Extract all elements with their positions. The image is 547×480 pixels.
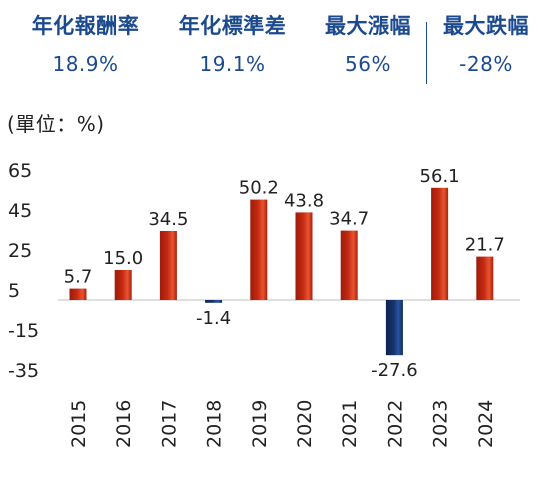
stat-label: 年化報酬率 bbox=[31, 14, 140, 38]
bar-2016 bbox=[114, 270, 132, 300]
data-label: 43.8 bbox=[284, 190, 324, 211]
bar-2018 bbox=[205, 300, 223, 303]
stat-max-gain: 最大漲幅 56% bbox=[313, 10, 423, 76]
y-tick-label: 5 bbox=[8, 280, 20, 302]
y-tick-label: -15 bbox=[8, 320, 39, 342]
x-tick-label: 2017 bbox=[158, 400, 180, 448]
data-label: 15.0 bbox=[103, 248, 143, 269]
stat-value: 56% bbox=[345, 52, 391, 76]
stat-annual-std: 年化標準差 19.1% bbox=[165, 10, 300, 76]
x-tick-label: 2022 bbox=[384, 400, 406, 448]
stat-annual-return: 年化報酬率 18.9% bbox=[18, 10, 153, 76]
x-tick-label: 2020 bbox=[294, 400, 316, 448]
y-tick-label: 45 bbox=[8, 200, 32, 222]
stat-max-loss: 最大跌幅 -28% bbox=[430, 10, 542, 76]
y-tick-label: -35 bbox=[8, 360, 39, 382]
data-label: -1.4 bbox=[196, 308, 231, 329]
stats-divider bbox=[426, 22, 427, 84]
stat-value: 19.1% bbox=[199, 52, 266, 76]
x-tick-label: 2016 bbox=[113, 400, 135, 448]
bar-2019 bbox=[250, 199, 268, 300]
stat-label: 最大漲幅 bbox=[325, 14, 411, 38]
stat-value: -28% bbox=[459, 52, 513, 76]
data-label: 34.7 bbox=[329, 209, 369, 230]
x-tick-label: 2023 bbox=[430, 400, 452, 448]
bar-2015 bbox=[69, 288, 87, 300]
y-tick-label: 25 bbox=[8, 240, 32, 262]
x-tick-label: 2024 bbox=[475, 400, 497, 448]
stat-label: 最大跌幅 bbox=[443, 14, 529, 38]
stat-value: 18.9% bbox=[52, 52, 119, 76]
unit-label: (單位：%) bbox=[7, 112, 105, 136]
bar-2024 bbox=[476, 256, 494, 300]
data-label: -27.6 bbox=[371, 360, 418, 381]
data-label: 56.1 bbox=[420, 166, 460, 187]
bar-2023 bbox=[431, 187, 449, 300]
x-tick-label: 2019 bbox=[249, 400, 271, 448]
bar-2017 bbox=[159, 231, 177, 300]
bar-2021 bbox=[340, 230, 358, 300]
y-tick-label: 65 bbox=[8, 160, 32, 182]
bar-2020 bbox=[295, 212, 313, 300]
x-tick-label: 2021 bbox=[339, 400, 361, 448]
stat-label: 年化標準差 bbox=[178, 14, 287, 38]
x-tick-label: 2018 bbox=[204, 400, 226, 448]
x-tick-label: 2015 bbox=[68, 400, 90, 448]
data-label: 50.2 bbox=[239, 178, 279, 199]
data-label: 21.7 bbox=[465, 235, 505, 256]
data-label: 5.7 bbox=[64, 267, 93, 288]
stats-bar: 年化報酬率 18.9% 年化標準差 19.1% 最大漲幅 56% 最大跌幅 -2… bbox=[0, 10, 547, 85]
data-label: 34.5 bbox=[148, 209, 188, 230]
bar-2022 bbox=[385, 300, 403, 356]
